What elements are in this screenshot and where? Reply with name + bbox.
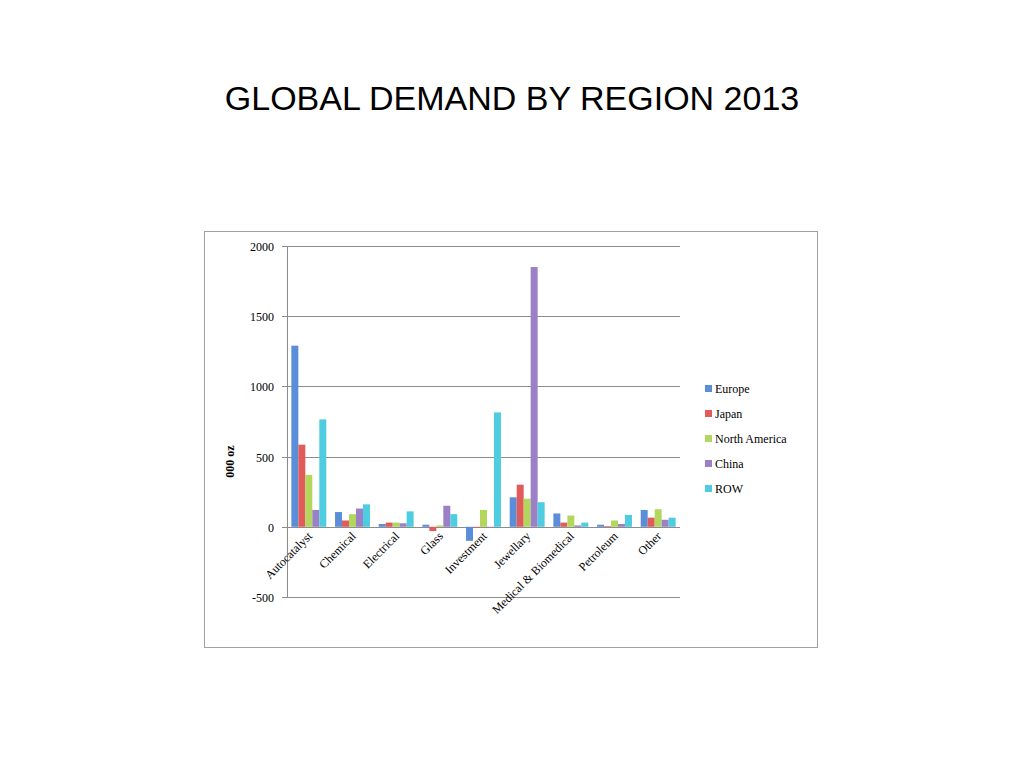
bar [574, 525, 581, 526]
bar [487, 526, 494, 528]
bar [450, 514, 457, 527]
y-axis-label: 000 oz [223, 445, 237, 478]
x-tick-label: Electrical [360, 529, 403, 572]
x-tick-label: Medical & Biomedical [489, 529, 577, 617]
bar [553, 513, 560, 526]
bar [611, 520, 618, 526]
bar [480, 510, 487, 527]
legend-swatch [705, 410, 712, 417]
bar [517, 485, 524, 527]
grid-line [282, 527, 680, 528]
legend-swatch [705, 435, 712, 442]
bar [648, 518, 655, 527]
bar [305, 475, 312, 527]
legend-label: Europe [715, 382, 750, 396]
bar [422, 525, 429, 527]
chart-frame [205, 232, 818, 648]
bar [393, 523, 400, 527]
bar [597, 525, 604, 527]
bar [538, 502, 545, 527]
legend-label: Japan [715, 407, 742, 421]
bar [319, 419, 326, 526]
chart-root: GLOBAL DEMAND BY REGION 2013 -500 0 500 1000… [0, 0, 1024, 768]
bar [494, 412, 501, 526]
bar [436, 525, 443, 526]
legend-label: North America [715, 432, 787, 446]
bar [618, 524, 625, 527]
grid-line [282, 457, 680, 458]
bar [625, 515, 632, 527]
y-tick-label: -500 [252, 591, 274, 605]
bar [298, 445, 305, 527]
x-tick-label: Investment [442, 529, 490, 577]
grid-line [282, 316, 680, 317]
bar [604, 526, 611, 528]
bar [581, 523, 588, 527]
bar [386, 523, 393, 527]
y-tick-label: 1000 [250, 380, 274, 394]
bar [407, 511, 414, 526]
bar [560, 523, 567, 527]
legend-label: China [715, 457, 744, 471]
bar [312, 510, 319, 527]
bar [641, 510, 648, 527]
bar [356, 509, 363, 527]
bar [524, 499, 531, 527]
y-tick-label: 0 [268, 521, 274, 535]
grid-line [282, 597, 680, 598]
bar [473, 526, 480, 528]
y-tick-label: 1500 [250, 310, 274, 324]
legend-swatch [705, 460, 712, 467]
bar [567, 516, 574, 527]
bar [510, 497, 517, 526]
bar [655, 509, 662, 527]
bars [291, 267, 675, 541]
x-tick-label: Other [635, 529, 664, 558]
y-tick-label: 2000 [250, 240, 274, 254]
bar [400, 523, 407, 527]
bar [363, 504, 370, 526]
y-axis-line [287, 246, 288, 597]
bar [349, 514, 356, 527]
y-tick-label: 500 [256, 451, 274, 465]
grid-line [282, 246, 680, 247]
legend-label: ROW [715, 482, 744, 496]
title: GLOBAL DEMAND BY REGION 2013 [225, 79, 799, 117]
x-tick-label: Jewellary [491, 529, 533, 571]
bar [335, 512, 342, 527]
bar [291, 346, 298, 527]
bar [443, 506, 450, 527]
legend-swatch [705, 385, 712, 392]
bar [342, 520, 349, 526]
bar [531, 267, 538, 527]
legend-swatch [705, 485, 712, 492]
x-tick-label: Chemical [316, 529, 359, 572]
x-tick-label: Petroleum [576, 529, 621, 574]
bar [669, 518, 676, 527]
bar [379, 524, 386, 527]
x-tick-label: Autocatalyst [262, 529, 315, 582]
grid-line [282, 386, 680, 387]
x-tick-label: Glass [417, 529, 446, 558]
bar [662, 520, 669, 527]
